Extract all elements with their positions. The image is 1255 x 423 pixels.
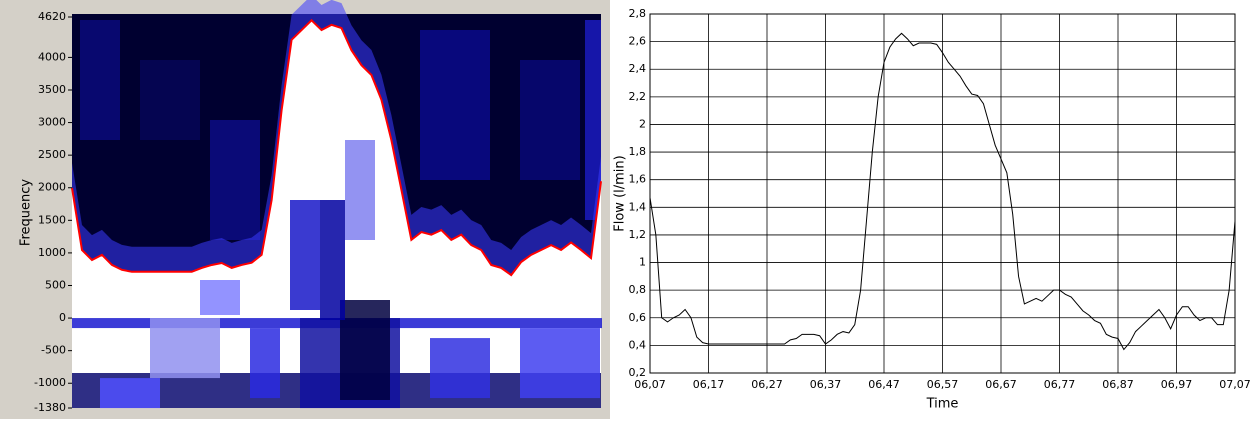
x-tick-label: 06,27 <box>751 378 783 391</box>
y-tick-label: 2000 <box>38 181 66 194</box>
texture <box>340 300 390 400</box>
y-tick-label: 2,4 <box>629 62 647 75</box>
x-tick-label: 06,17 <box>693 378 725 391</box>
x-tick-label: 06,57 <box>927 378 959 391</box>
y-tick-label: -1380 <box>34 401 66 414</box>
texture <box>250 328 280 399</box>
x-tick-label: 07,07 <box>1219 378 1251 391</box>
texture <box>200 280 240 315</box>
y-tick-label: 0,8 <box>629 283 647 296</box>
texture <box>345 140 375 240</box>
x-tick-label: 06,77 <box>1044 378 1076 391</box>
x-tick-label: 06,07 <box>634 378 666 391</box>
y-tick-label: 4620 <box>38 10 66 23</box>
y-tick-label: 2 <box>639 117 646 130</box>
texture <box>210 120 260 240</box>
y-tick-label: 1,4 <box>629 200 647 213</box>
texture <box>585 20 601 220</box>
texture <box>290 200 320 310</box>
flow-line <box>649 32 1236 351</box>
flow-chart: 0,2 0,4 0,6 0,8 1 1,2 1,4 1,6 1,8 2 2,2 2,4 2,6 2,8 06… <box>613 7 1251 412</box>
texture <box>150 318 220 379</box>
y-tick-label: 1,8 <box>629 145 647 158</box>
y-tick-label: 1,6 <box>629 173 647 186</box>
y-tick-label: 500 <box>45 278 66 291</box>
y-tick-label: 3500 <box>38 83 66 96</box>
y-tick-label: -500 <box>41 344 66 357</box>
x-tick-label: 06,87 <box>1102 378 1134 391</box>
y-tick-label: 1 <box>639 256 646 269</box>
texture <box>320 200 345 320</box>
x-tick-label: 06,47 <box>868 378 900 391</box>
y-tick-label: 1500 <box>38 213 66 226</box>
y-tick-label: 3000 <box>38 116 66 129</box>
y-tick-label: 4000 <box>38 50 66 63</box>
spectrogram-chart: 4620 4000 3500 3000 2500 2000 1500 1000 500 0 -500… <box>19 0 602 414</box>
y-tick-label: 1000 <box>38 246 66 259</box>
y-tick-label: 2500 <box>38 148 66 161</box>
x-tick-label: 06,97 <box>1161 378 1193 391</box>
plot-frame <box>649 13 1236 374</box>
texture <box>520 328 600 399</box>
texture <box>100 378 160 409</box>
texture <box>520 60 580 180</box>
y-tick-label: 2,8 <box>629 7 647 20</box>
y-tick-label: 0,2 <box>629 366 647 379</box>
y-tick-label: -1000 <box>34 376 66 389</box>
y-axis-label: Flow (l/min) <box>613 155 628 231</box>
texture <box>80 20 120 140</box>
y-tick-label: 1,2 <box>629 228 647 241</box>
y-axis-label: Frequency <box>19 179 34 246</box>
y-tick-label: 0 <box>59 311 66 324</box>
texture <box>420 30 490 180</box>
texture <box>140 60 200 140</box>
y-tick-label: 0,6 <box>629 311 647 324</box>
y-tick-label: 0,4 <box>629 338 647 351</box>
envelope-line <box>71 18 602 277</box>
texture <box>430 338 490 399</box>
x-tick-label: 06,37 <box>810 378 842 391</box>
y-tick-label: 2,2 <box>629 90 647 103</box>
y-tick-label: 2,6 <box>629 35 647 48</box>
x-axis-label: Time <box>926 397 959 412</box>
x-tick-label: 06,67 <box>985 378 1017 391</box>
